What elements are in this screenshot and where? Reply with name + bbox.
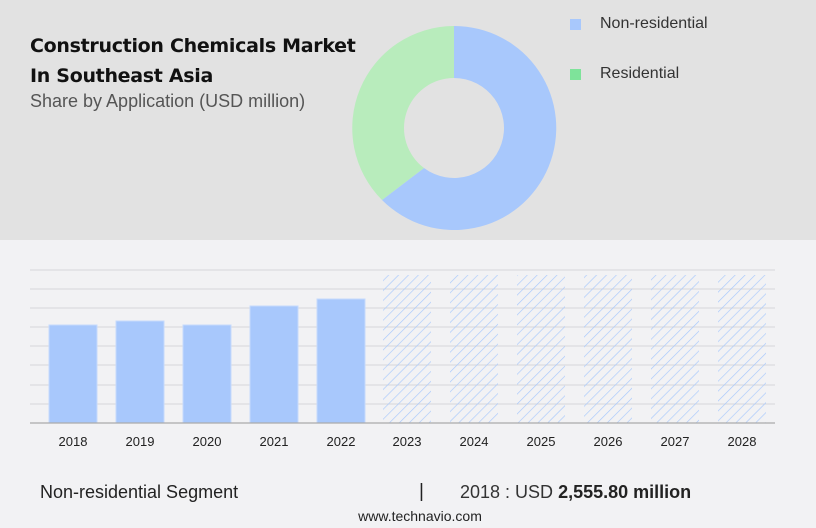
bar-2028 [718,275,766,423]
svg-text:2022: 2022 [327,434,356,449]
bar-2019 [115,320,165,424]
svg-text:2021: 2021 [260,434,289,449]
legend-swatch-icon [570,68,581,80]
bars-actual [48,298,366,424]
svg-text:2023: 2023 [393,434,422,449]
bar-2020 [182,324,232,424]
bar-2025 [517,275,565,423]
legend-swatch-icon [570,18,581,30]
segment-label: Non-residential Segment [40,482,239,502]
summary-panel: Construction Chemicals Market In Southea… [0,0,816,240]
svg-text:2024: 2024 [460,434,489,449]
bars-forecast [383,275,766,423]
source-link[interactable]: www.technavio.com [358,508,482,524]
svg-text:2019: 2019 [126,434,155,449]
legend: Non-residential Residential [570,14,708,114]
bar-2021 [249,305,299,424]
donut-slice-non-residential [382,26,557,230]
footer-separator: | [419,481,424,502]
bar-2024 [450,275,498,423]
svg-text:2025: 2025 [527,434,556,449]
svg-text:2026: 2026 [594,434,623,449]
svg-text:2028: 2028 [728,434,757,449]
svg-text:2020: 2020 [193,434,222,449]
bar-2018 [48,324,98,424]
donut-slice-residential [352,26,454,200]
donut-chart [352,26,557,230]
bar-chart: 2018 2019 2020 2021 2022 2023 2024 2025 … [30,269,775,449]
segment-value: 2018 : USD 2,555.80 million [460,482,692,502]
svg-text:2018: 2018 [59,434,88,449]
bar-2023 [383,275,431,423]
bar-2022 [316,298,366,424]
legend-item-residential: Residential [570,64,708,84]
bar-2026 [584,275,632,423]
chart-subtitle: Share by Application (USD million) [30,91,306,111]
x-axis-labels: 2018 2019 2020 2021 2022 2023 2024 2025 … [59,434,757,449]
legend-item-non-residential: Non-residential [570,14,708,34]
chart-title: Construction Chemicals Market In Southea… [30,35,356,87]
bar-2027 [651,275,699,423]
svg-text:2027: 2027 [661,434,690,449]
